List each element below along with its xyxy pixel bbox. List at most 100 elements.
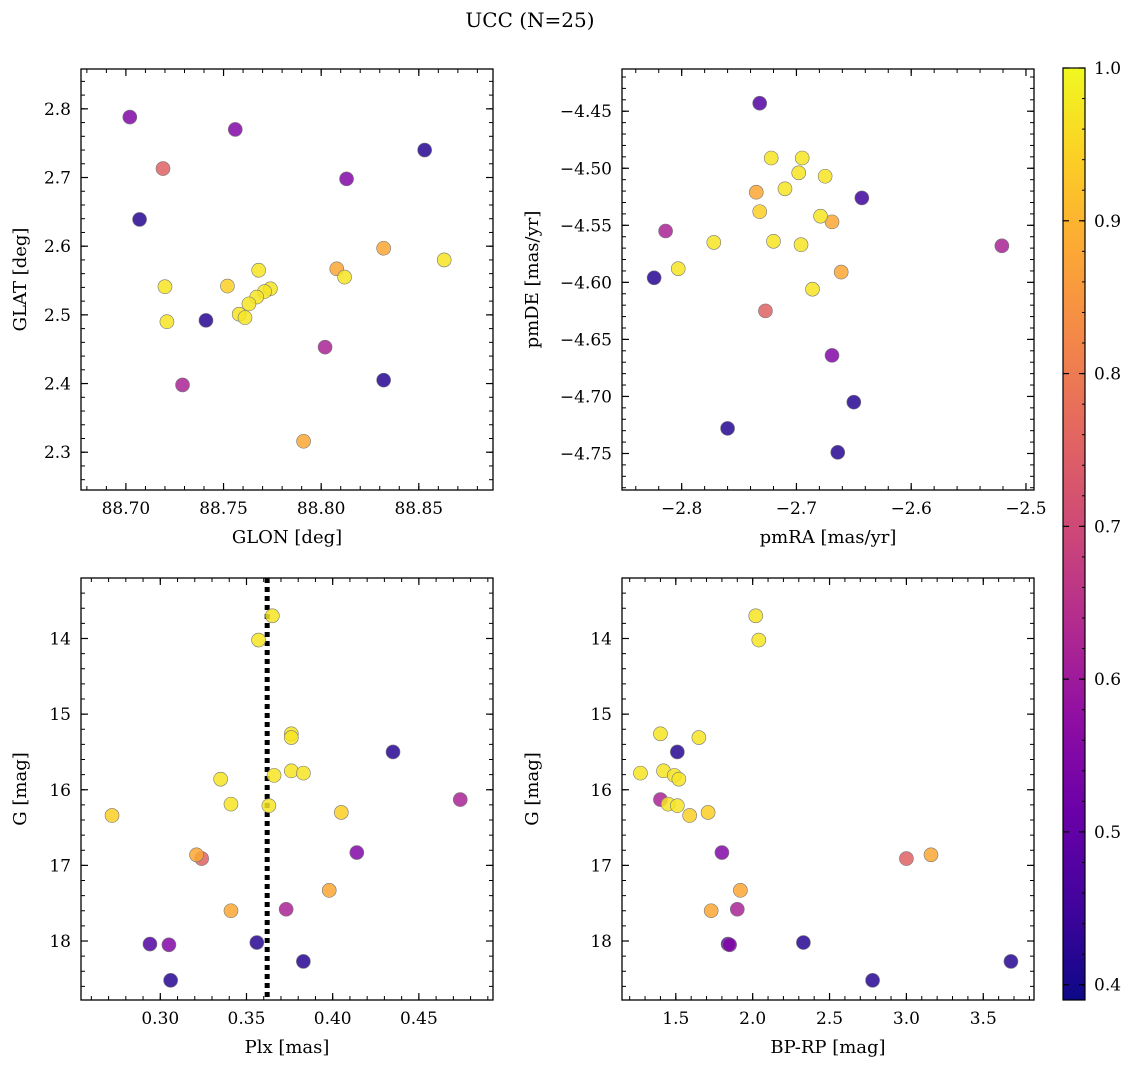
scatter-point bbox=[198, 313, 214, 328]
scatter-point bbox=[1003, 954, 1019, 969]
y-tick-label: 14 bbox=[49, 630, 71, 650]
y-tick-label: 15 bbox=[590, 705, 612, 725]
scatter-point bbox=[670, 798, 685, 813]
scatter-point bbox=[237, 310, 253, 325]
scatter-point bbox=[132, 212, 147, 227]
scatter-point bbox=[830, 445, 846, 460]
axes-frame bbox=[80, 577, 494, 1001]
x-tick-label: −2.6 bbox=[891, 499, 932, 519]
scatter-point bbox=[265, 608, 280, 624]
x-tick-label: −2.7 bbox=[776, 499, 817, 519]
x-axis-label: GLON [deg] bbox=[232, 527, 342, 548]
y-tick-label: 17 bbox=[590, 856, 612, 876]
y-tick-label: 2.6 bbox=[44, 237, 71, 257]
x-tick-label: 1.5 bbox=[662, 1009, 689, 1029]
y-axis-label: G [mag] bbox=[522, 752, 543, 825]
scatter-point bbox=[722, 937, 737, 953]
scatter-point bbox=[777, 181, 793, 197]
scatter-point bbox=[865, 973, 880, 988]
scatter-point bbox=[296, 765, 311, 781]
colorbar-tick-label: 0.7 bbox=[1094, 517, 1121, 537]
scatter-point bbox=[321, 883, 337, 898]
x-tick-label: 88.70 bbox=[102, 499, 151, 519]
scatter-point bbox=[334, 805, 349, 820]
y-tick-label: −4.60 bbox=[560, 273, 612, 293]
colorbar-tick-label: 0.8 bbox=[1094, 365, 1121, 385]
scatter-point bbox=[752, 95, 768, 111]
scatter-point bbox=[833, 264, 849, 280]
scatter-point bbox=[157, 279, 173, 295]
scatter-point bbox=[796, 935, 811, 950]
scatter-point bbox=[994, 238, 1010, 254]
scatter-point bbox=[653, 726, 668, 742]
x-tick-label: 0.30 bbox=[141, 1009, 179, 1029]
scatter-point bbox=[163, 973, 178, 988]
scatter-point bbox=[161, 937, 177, 953]
scatter-point bbox=[670, 744, 685, 760]
scatter-panel-2: −2.8 −2.7 −2.6 −2.5 −4.45 −4.50 −4.55 −4.60 −4.6… bbox=[522, 68, 1047, 548]
scatter-point bbox=[220, 278, 235, 294]
scatter-point bbox=[793, 237, 809, 253]
scatter-point bbox=[733, 883, 748, 898]
scatter-point bbox=[155, 161, 171, 176]
x-tick-label: 2.5 bbox=[816, 1009, 843, 1029]
y-tick-label: 2.5 bbox=[44, 306, 71, 326]
scatter-point bbox=[142, 936, 158, 952]
x-tick-label: 0.40 bbox=[314, 1009, 352, 1029]
scatter-point bbox=[691, 730, 707, 745]
scatter-point bbox=[189, 847, 204, 863]
y-tick-label: −4.70 bbox=[560, 387, 612, 407]
scatter-point bbox=[646, 270, 662, 286]
scatter-point bbox=[337, 269, 352, 285]
scatter-point bbox=[266, 768, 282, 783]
scatter-point bbox=[159, 314, 175, 330]
y-tick-label: 18 bbox=[590, 932, 612, 952]
y-tick-label: 2.4 bbox=[44, 375, 71, 395]
y-tick-label: 18 bbox=[49, 932, 71, 952]
scatter-point bbox=[296, 954, 311, 969]
scatter-point bbox=[748, 184, 764, 200]
scatter-point bbox=[682, 808, 697, 823]
scatter-point bbox=[296, 433, 311, 449]
x-axis-label: BP-RP [mag] bbox=[770, 1037, 885, 1058]
scatter-point bbox=[376, 372, 391, 388]
scatter-point bbox=[791, 165, 807, 181]
x-tick-label: 88.75 bbox=[199, 499, 248, 519]
x-axis-label: Plx [mas] bbox=[245, 1037, 330, 1058]
scatter-point bbox=[670, 261, 686, 276]
scatter-point bbox=[376, 240, 391, 256]
scatter-point bbox=[846, 394, 862, 410]
scatter-point bbox=[261, 798, 277, 813]
figure-title: UCC (N=25) bbox=[465, 8, 594, 32]
colorbar-tick-label: 0.5 bbox=[1094, 823, 1121, 843]
scatter-point bbox=[278, 901, 294, 917]
y-tick-label: −4.65 bbox=[560, 330, 612, 350]
x-tick-label: −2.8 bbox=[661, 499, 702, 519]
scatter-panel-3: 0.30 0.35 0.40 0.45 14 15 16 17 18 Plx [mas] G [ma… bbox=[10, 577, 494, 1058]
colorbar-tick-label: 0.6 bbox=[1094, 670, 1121, 690]
y-axis-label: GLAT [deg] bbox=[10, 228, 31, 332]
scatter-panel-1: 88.70 88.75 88.80 88.85 2.3 2.4 2.5 2.6 2.7 2.8 GL… bbox=[10, 68, 494, 548]
scatter-point bbox=[763, 150, 779, 166]
scatter-point bbox=[714, 845, 730, 860]
scatter-point bbox=[436, 252, 452, 268]
scatter-point bbox=[751, 632, 767, 648]
y-tick-label: 17 bbox=[49, 856, 71, 876]
scatter-point bbox=[758, 303, 773, 319]
y-tick-label: −4.75 bbox=[560, 444, 612, 464]
y-tick-label: 2.3 bbox=[44, 443, 71, 463]
colorbar-tick-label: 0.4 bbox=[1094, 976, 1121, 996]
x-tick-label: 88.80 bbox=[297, 499, 346, 519]
axes-frame bbox=[621, 68, 1035, 491]
x-tick-label: 0.45 bbox=[400, 1009, 438, 1029]
y-tick-label: 16 bbox=[590, 781, 612, 801]
y-tick-label: −4.45 bbox=[560, 102, 612, 122]
x-tick-label: 2.0 bbox=[739, 1009, 766, 1029]
y-tick-label: 2.7 bbox=[44, 169, 71, 189]
axes-frame bbox=[80, 68, 494, 491]
x-tick-label: 3.5 bbox=[970, 1009, 997, 1029]
scatter-point bbox=[175, 377, 190, 393]
scatter-point bbox=[633, 765, 648, 781]
y-tick-label: 15 bbox=[49, 705, 71, 725]
scatter-point bbox=[813, 208, 828, 224]
